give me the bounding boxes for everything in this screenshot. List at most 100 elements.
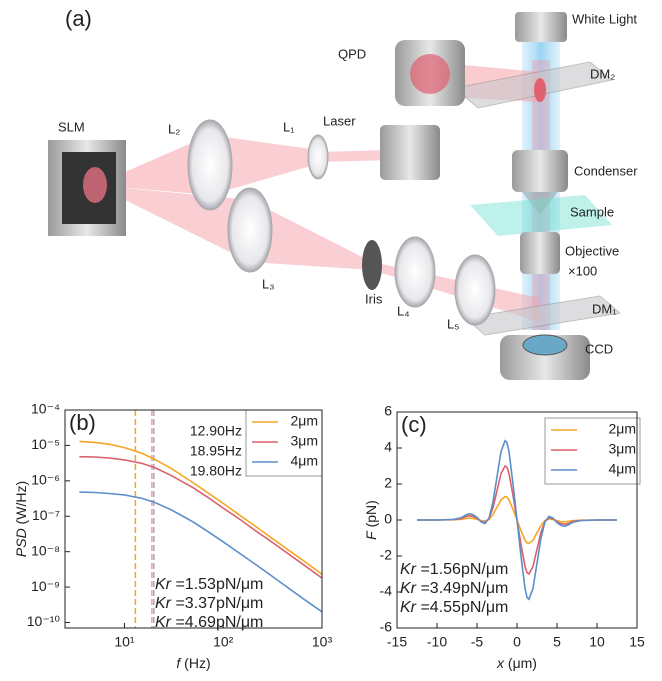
y-tick-label: 4 [384,439,392,455]
y-axis-label: F (pN) [363,500,379,540]
x-label-symbol: x [496,655,505,671]
x-tick-label: -5 [471,634,484,650]
stiffness-label: Kr =4.69pN/μm [155,614,263,631]
label: Iris [365,291,383,306]
x-label-symbol: f [176,655,182,671]
white-light-source [515,12,567,42]
label: Objective [565,243,619,258]
x-tick-label: 10³ [312,634,333,650]
label: L₁ [283,119,295,134]
y-tick-label: -6 [380,619,393,635]
y-tick-label: 10⁻⁵ [31,436,60,452]
corner-frequency-label: 19.80Hz [190,463,242,479]
lens-l5 [455,255,495,325]
label: Sample [570,204,614,219]
qpd-window [410,54,450,94]
stiffness-label: Kr =4.55pN/μm [400,599,508,616]
stiffness-symbol: Kr [400,580,417,597]
y-tick-label: 10⁻⁷ [32,507,60,523]
stiffness-value: =4.55pN/μm [420,599,508,616]
y-label-unit: (W/Hz) [13,481,29,525]
stiffness-label: Kr =1.56pN/μm [400,561,508,578]
panel-label: (a) [65,6,92,31]
y-label-unit: (pN) [363,500,379,527]
y-tick-label: 2 [384,475,392,491]
beam [318,150,390,162]
lens-l1 [308,135,328,179]
legend-label: 2μm [290,413,318,429]
stiffness-value: =3.49pN/μm [420,580,508,597]
stiffness-symbol: Kr [400,599,417,616]
laser [380,125,440,180]
iris [362,240,382,290]
label: L₄ [397,303,410,318]
legend-label: 2μm [608,421,636,437]
label: ×100 [568,263,597,278]
label: White Light [572,11,637,26]
x-tick-label: 10² [213,634,234,650]
x-tick-label: 5 [553,634,561,650]
y-tick-label: 10⁻⁸ [31,542,60,558]
label: L₅ [447,316,459,331]
x-label-unit: (μm) [508,655,537,671]
setup-diagram: (a) White Light QPD DM₂ SLM L₂ L₁ Laser … [48,6,638,380]
y-label-symbol: PSD [13,528,29,557]
x-axis-label: f (Hz) [176,655,210,671]
x-axis-label: x (μm) [496,655,537,671]
lens-l3 [228,188,272,272]
legend-label: 4μm [290,453,318,469]
label: CCD [585,341,613,356]
stiffness-value: =4.69pN/μm [175,614,263,631]
legend-label: 3μm [608,441,636,457]
focus [534,78,546,102]
label: L₃ [262,276,275,291]
y-tick-label: 10⁻⁹ [31,578,60,594]
legend-label: 4μm [608,461,636,477]
label: DM₂ [590,66,615,81]
stiffness-symbol: Kr [155,595,172,612]
corner-frequency-label: 18.95Hz [190,443,242,459]
lens-l4 [395,237,435,307]
ccd-sensor [523,335,567,355]
objective [520,232,560,274]
panel-label: (b) [69,410,96,435]
stiffness-value: =1.56pN/μm [420,561,508,578]
panel-label: (c) [401,412,427,437]
y-tick-label: -4 [380,583,393,599]
x-tick-label: 15 [629,634,645,650]
x-label-unit: (Hz) [184,655,210,671]
stiffness-symbol: Kr [400,561,417,578]
figure: (a) White Light QPD DM₂ SLM L₂ L₁ Laser … [0,0,662,681]
x-tick-label: 0 [513,634,521,650]
stiffness-label: Kr =1.53pN/μm [155,576,263,593]
label: SLM [58,119,85,134]
y-tick-label: 10⁻¹⁰ [27,613,61,629]
label: DM₁ [592,301,617,316]
stiffness-value: =3.37pN/μm [175,595,263,612]
y-tick-label: -2 [380,547,393,563]
corner-frequency-label: 12.90Hz [190,423,242,439]
stiffness-label: Kr =3.37pN/μm [155,595,263,612]
x-tick-label: 10 [589,634,605,650]
label: QPD [338,46,366,61]
stiffness-symbol: Kr [155,576,172,593]
y-tick-label: 0 [384,511,392,527]
label: Condenser [574,163,638,178]
stiffness-label: Kr =3.49pN/μm [400,580,508,597]
legend-label: 3μm [290,433,318,449]
x-tick-label: -10 [427,634,447,650]
y-label-symbol: F [363,530,379,540]
label: Laser [323,113,356,128]
x-tick-label: 10¹ [114,634,135,650]
lens-l2 [188,120,232,210]
stiffness-symbol: Kr [155,614,172,631]
stiffness-value: =1.53pN/μm [175,576,263,593]
y-tick-label: 10⁻⁶ [31,472,60,488]
slm-spot [83,167,107,203]
x-tick-label: -15 [387,634,407,650]
y-tick-label: 10⁻⁴ [31,401,60,417]
series-line [79,441,322,574]
y-tick-label: 6 [384,403,392,419]
condenser [512,150,568,192]
label: L₂ [168,121,180,136]
